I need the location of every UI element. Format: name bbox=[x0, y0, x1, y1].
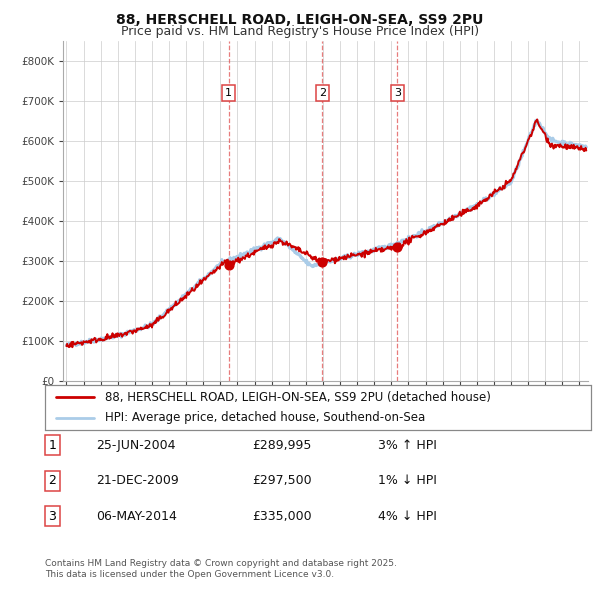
Point bbox=[224, 260, 233, 270]
Text: £289,995: £289,995 bbox=[252, 439, 311, 452]
Text: 06-MAY-2014: 06-MAY-2014 bbox=[96, 510, 177, 523]
Text: 3: 3 bbox=[394, 88, 401, 98]
Text: 1: 1 bbox=[48, 439, 56, 452]
Text: 4% ↓ HPI: 4% ↓ HPI bbox=[378, 510, 437, 523]
Text: 2: 2 bbox=[48, 474, 56, 487]
Text: 2: 2 bbox=[319, 88, 326, 98]
Text: 1: 1 bbox=[225, 88, 232, 98]
Text: 3: 3 bbox=[48, 510, 56, 523]
Point bbox=[392, 242, 402, 251]
Text: 3% ↑ HPI: 3% ↑ HPI bbox=[378, 439, 437, 452]
Point bbox=[317, 257, 327, 267]
Text: 1% ↓ HPI: 1% ↓ HPI bbox=[378, 474, 437, 487]
Text: £297,500: £297,500 bbox=[252, 474, 311, 487]
Text: 88, HERSCHELL ROAD, LEIGH-ON-SEA, SS9 2PU (detached house): 88, HERSCHELL ROAD, LEIGH-ON-SEA, SS9 2P… bbox=[105, 391, 491, 404]
Text: £335,000: £335,000 bbox=[252, 510, 311, 523]
Text: 21-DEC-2009: 21-DEC-2009 bbox=[96, 474, 179, 487]
Text: 25-JUN-2004: 25-JUN-2004 bbox=[96, 439, 176, 452]
Text: This data is licensed under the Open Government Licence v3.0.: This data is licensed under the Open Gov… bbox=[45, 570, 334, 579]
Text: 88, HERSCHELL ROAD, LEIGH-ON-SEA, SS9 2PU: 88, HERSCHELL ROAD, LEIGH-ON-SEA, SS9 2P… bbox=[116, 13, 484, 27]
Text: Contains HM Land Registry data © Crown copyright and database right 2025.: Contains HM Land Registry data © Crown c… bbox=[45, 559, 397, 568]
Text: HPI: Average price, detached house, Southend-on-Sea: HPI: Average price, detached house, Sout… bbox=[105, 411, 425, 424]
Text: Price paid vs. HM Land Registry's House Price Index (HPI): Price paid vs. HM Land Registry's House … bbox=[121, 25, 479, 38]
